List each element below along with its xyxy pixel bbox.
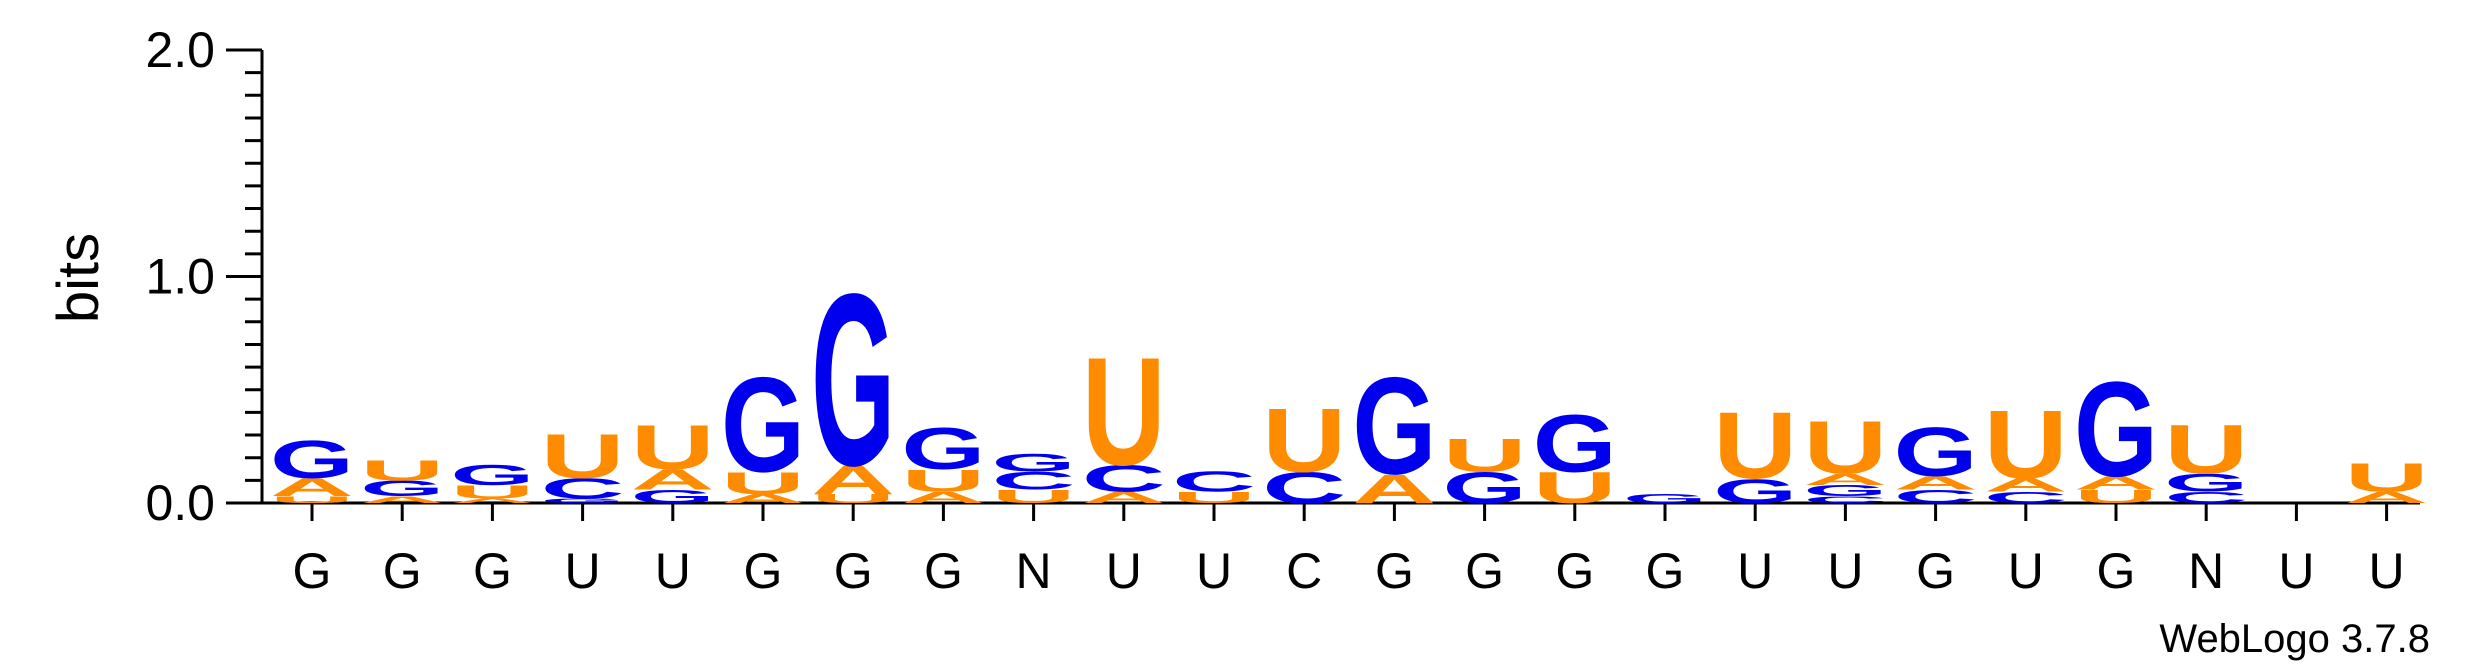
glyph-u: U (450, 481, 534, 502)
position-label: G (834, 543, 873, 599)
glyph-u: U (1172, 489, 1256, 507)
glyph-g: G (811, 243, 895, 517)
glyph-a: A (901, 489, 985, 507)
glyph-u: U (360, 455, 444, 487)
glyph-g: G (1623, 492, 1707, 506)
position-label: G (1555, 543, 1594, 599)
glyph-u: U (1262, 389, 1346, 491)
y-tick-label: 2.0 (145, 22, 215, 78)
glyph-c: C (1803, 495, 1887, 506)
position-label: U (565, 543, 601, 599)
glyph-a: A (450, 497, 534, 504)
glyph-a: A (1082, 489, 1166, 507)
glyph-u: U (1984, 390, 2068, 499)
glyph-a: A (2345, 489, 2429, 507)
glyph-u: U (631, 412, 715, 483)
position-label: G (383, 543, 422, 599)
glyph-g: G (1894, 414, 1978, 491)
position-label: U (2369, 543, 2405, 599)
glyph-g: G (901, 416, 985, 482)
glyph-c: C (541, 473, 625, 505)
glyph-g: G (631, 486, 715, 507)
position-label: U (1106, 543, 1142, 599)
glyph-c: C (1894, 486, 1978, 507)
glyph-a: A (1803, 471, 1887, 489)
position-label: G (924, 543, 963, 599)
glyph-g: G (1352, 350, 1436, 504)
glyph-g: G (2074, 353, 2158, 504)
glyph-a: A (360, 495, 444, 506)
glyph-c: C (992, 467, 1076, 495)
position-label: G (1465, 543, 1504, 599)
position-label: U (655, 543, 691, 599)
glyph-g: G (270, 430, 354, 490)
glyph-u: U (1803, 405, 1887, 490)
glyph-g: G (450, 459, 534, 491)
glyph-u: U (2164, 411, 2248, 488)
glyph-g: G (541, 497, 625, 504)
position-label: N (1016, 543, 1052, 599)
glyph-u: U (2074, 486, 2158, 507)
glyph-a: A (2074, 472, 2158, 493)
position-label: G (293, 543, 332, 599)
y-tick-label: 1.0 (145, 249, 215, 305)
position-label: G (473, 543, 512, 599)
position-label: G (1916, 543, 1955, 599)
position-label: G (744, 543, 783, 599)
position-label: U (1737, 543, 1773, 599)
glyph-u: U (541, 421, 625, 492)
glyph-a: A (631, 464, 715, 496)
glyph-a: A (270, 473, 354, 501)
position-label: C (1286, 543, 1322, 599)
glyph-c: C (1984, 489, 2068, 507)
position-label: G (1375, 543, 1414, 599)
glyph-a: A (1984, 475, 2068, 496)
y-axis-label: bits (46, 233, 111, 323)
glyph-u: U (721, 466, 805, 501)
glyph-a: A (721, 492, 805, 506)
weblogo-credit: WebLogo 3.7.8 (2159, 617, 2430, 661)
position-label: U (2278, 543, 2314, 599)
position-label: G (1646, 543, 1685, 599)
glyph-g: G (2164, 469, 2248, 497)
glyph-u: U (270, 495, 354, 506)
glyph-u: U (1443, 429, 1527, 482)
glyph-u: U (1082, 325, 1166, 498)
glyph-u: U (1713, 393, 1797, 498)
glyph-g: G (992, 448, 1076, 476)
position-label: U (1196, 543, 1232, 599)
y-tick-label: 0.0 (145, 475, 215, 531)
glyph-c: C (2164, 489, 2248, 507)
position-label: U (2008, 543, 2044, 599)
glyph-a: A (811, 457, 895, 503)
glyph-g: G (1533, 398, 1617, 489)
glyph-c: C (1172, 466, 1256, 498)
glyph-g: G (1803, 482, 1887, 500)
glyph-u: U (901, 464, 985, 499)
position-label: N (2188, 543, 2224, 599)
glyph-a: A (1894, 472, 1978, 493)
glyph-u: U (992, 486, 1076, 507)
glyph-g: G (721, 349, 805, 500)
glyph-u: U (2345, 455, 2429, 501)
glyph-c: C (1082, 458, 1166, 500)
glyph-g: G (360, 476, 444, 501)
y-ticks: 0.0 1.0 2.0 (145, 22, 262, 531)
glyph-u: U (811, 492, 895, 506)
position-label: G (2097, 543, 2136, 599)
position-label: U (1827, 543, 1863, 599)
